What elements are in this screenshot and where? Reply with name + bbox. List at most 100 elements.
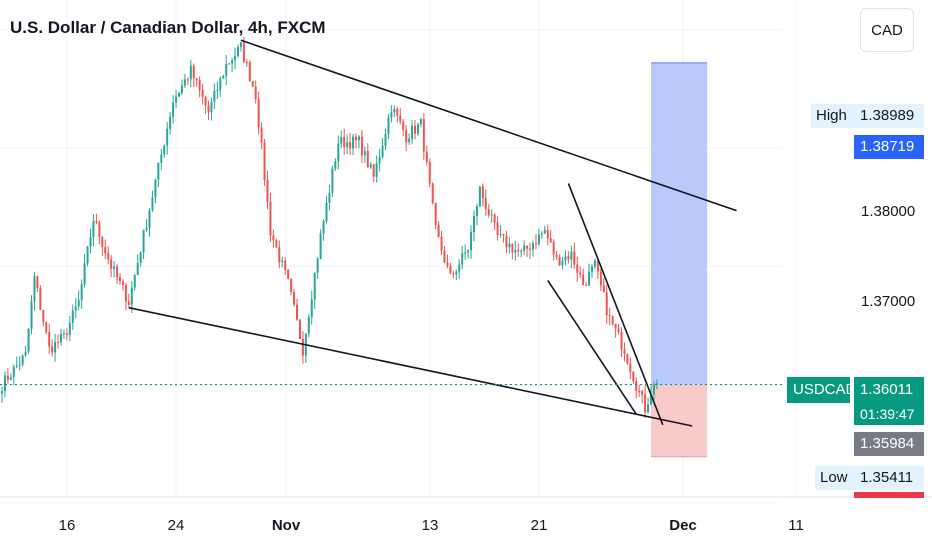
candle-body — [239, 42, 242, 48]
candle-body — [517, 250, 520, 252]
candle-body — [6, 375, 9, 380]
candle-body — [555, 254, 558, 258]
candle-body — [419, 119, 422, 125]
candle-body — [180, 85, 183, 93]
candle-body — [393, 108, 396, 113]
candle-body — [39, 288, 42, 310]
low-value: 1.35411 — [854, 466, 924, 490]
candle-body — [130, 287, 133, 305]
candle-body — [251, 81, 254, 87]
candle-body — [9, 377, 12, 380]
candle-body — [328, 192, 331, 203]
candle-body — [573, 251, 576, 265]
candle-body — [201, 89, 204, 97]
candle-body — [139, 252, 142, 263]
candle-body — [248, 62, 251, 82]
currency-button[interactable]: CAD — [860, 8, 914, 52]
candle-body — [576, 264, 579, 273]
candle-body — [154, 179, 157, 198]
candle-body — [549, 238, 552, 243]
candle-body — [529, 248, 532, 250]
candle-body — [652, 384, 655, 395]
price-tick-2: 1.37000 — [861, 293, 916, 310]
candle-body — [148, 210, 151, 228]
candle-body — [343, 136, 346, 147]
candle-body — [334, 161, 337, 169]
candle-body — [86, 246, 89, 264]
candle-body — [98, 222, 101, 237]
candle-body — [24, 351, 27, 356]
candle-body — [51, 346, 54, 353]
date-tick-5: 21 — [530, 517, 548, 534]
candle-body — [588, 271, 591, 286]
candle-body — [12, 366, 15, 378]
candle-body — [68, 322, 71, 336]
candle-body — [346, 142, 349, 147]
candle-body — [257, 99, 260, 128]
candle-body — [74, 306, 77, 311]
candle-body — [296, 304, 298, 320]
candle-body — [228, 63, 231, 65]
candle-body — [514, 250, 517, 253]
candle-body — [496, 222, 499, 235]
candle-body — [537, 234, 540, 244]
candle-body — [428, 161, 431, 184]
candle-body — [402, 121, 405, 131]
candle-body — [378, 156, 381, 164]
candle-body — [89, 237, 92, 247]
candle-body — [526, 245, 529, 249]
date-tick-6: Dec — [669, 517, 697, 534]
candle-body — [178, 92, 180, 97]
candle-body — [632, 371, 635, 382]
candle-body — [18, 364, 21, 366]
candle-body — [172, 102, 175, 117]
stop-zone — [651, 384, 708, 457]
high-value: 1.38989 — [854, 104, 924, 128]
candle-body — [284, 260, 287, 271]
candle-body — [298, 319, 301, 339]
candle-body — [546, 229, 549, 239]
candle-body — [21, 355, 24, 365]
candle-body — [596, 260, 599, 272]
candle-body — [638, 390, 641, 392]
candle-body — [263, 142, 266, 180]
candle-body — [15, 365, 18, 367]
candle-body — [390, 112, 393, 118]
candle-body — [443, 250, 446, 263]
candle-body — [30, 301, 33, 329]
date-tick-2: 24 — [167, 517, 185, 534]
candle-body — [593, 260, 596, 267]
candle-body — [422, 119, 425, 152]
candle-body — [183, 79, 186, 86]
candle-body — [561, 260, 564, 266]
candle-body — [369, 164, 372, 168]
candle-body — [1, 391, 3, 394]
candle-body — [502, 234, 505, 236]
candle-body — [396, 108, 399, 116]
candle-body — [27, 328, 30, 352]
candle-body — [213, 90, 216, 103]
candle-body — [42, 309, 45, 323]
candle-body — [310, 299, 313, 318]
candle-body — [411, 125, 414, 139]
candle-body — [532, 243, 534, 250]
candle-body — [363, 150, 366, 156]
candle-body — [83, 263, 86, 285]
candle-body — [644, 394, 647, 413]
candle-body — [455, 271, 458, 275]
candle-body — [278, 247, 281, 263]
gray-price-tag: 1.35984 — [854, 432, 924, 456]
candle-body — [242, 42, 245, 62]
candle-body — [543, 229, 546, 234]
candle-body — [166, 128, 169, 146]
position-zones — [651, 62, 708, 458]
candle-body — [101, 236, 104, 248]
candle-body — [647, 404, 650, 413]
candle-body — [313, 272, 316, 300]
candle-body — [331, 168, 334, 193]
symbol-tag: USDCAD — [787, 377, 856, 403]
candle-body — [446, 262, 449, 266]
candle-body — [384, 133, 387, 146]
candle-body — [475, 206, 478, 216]
